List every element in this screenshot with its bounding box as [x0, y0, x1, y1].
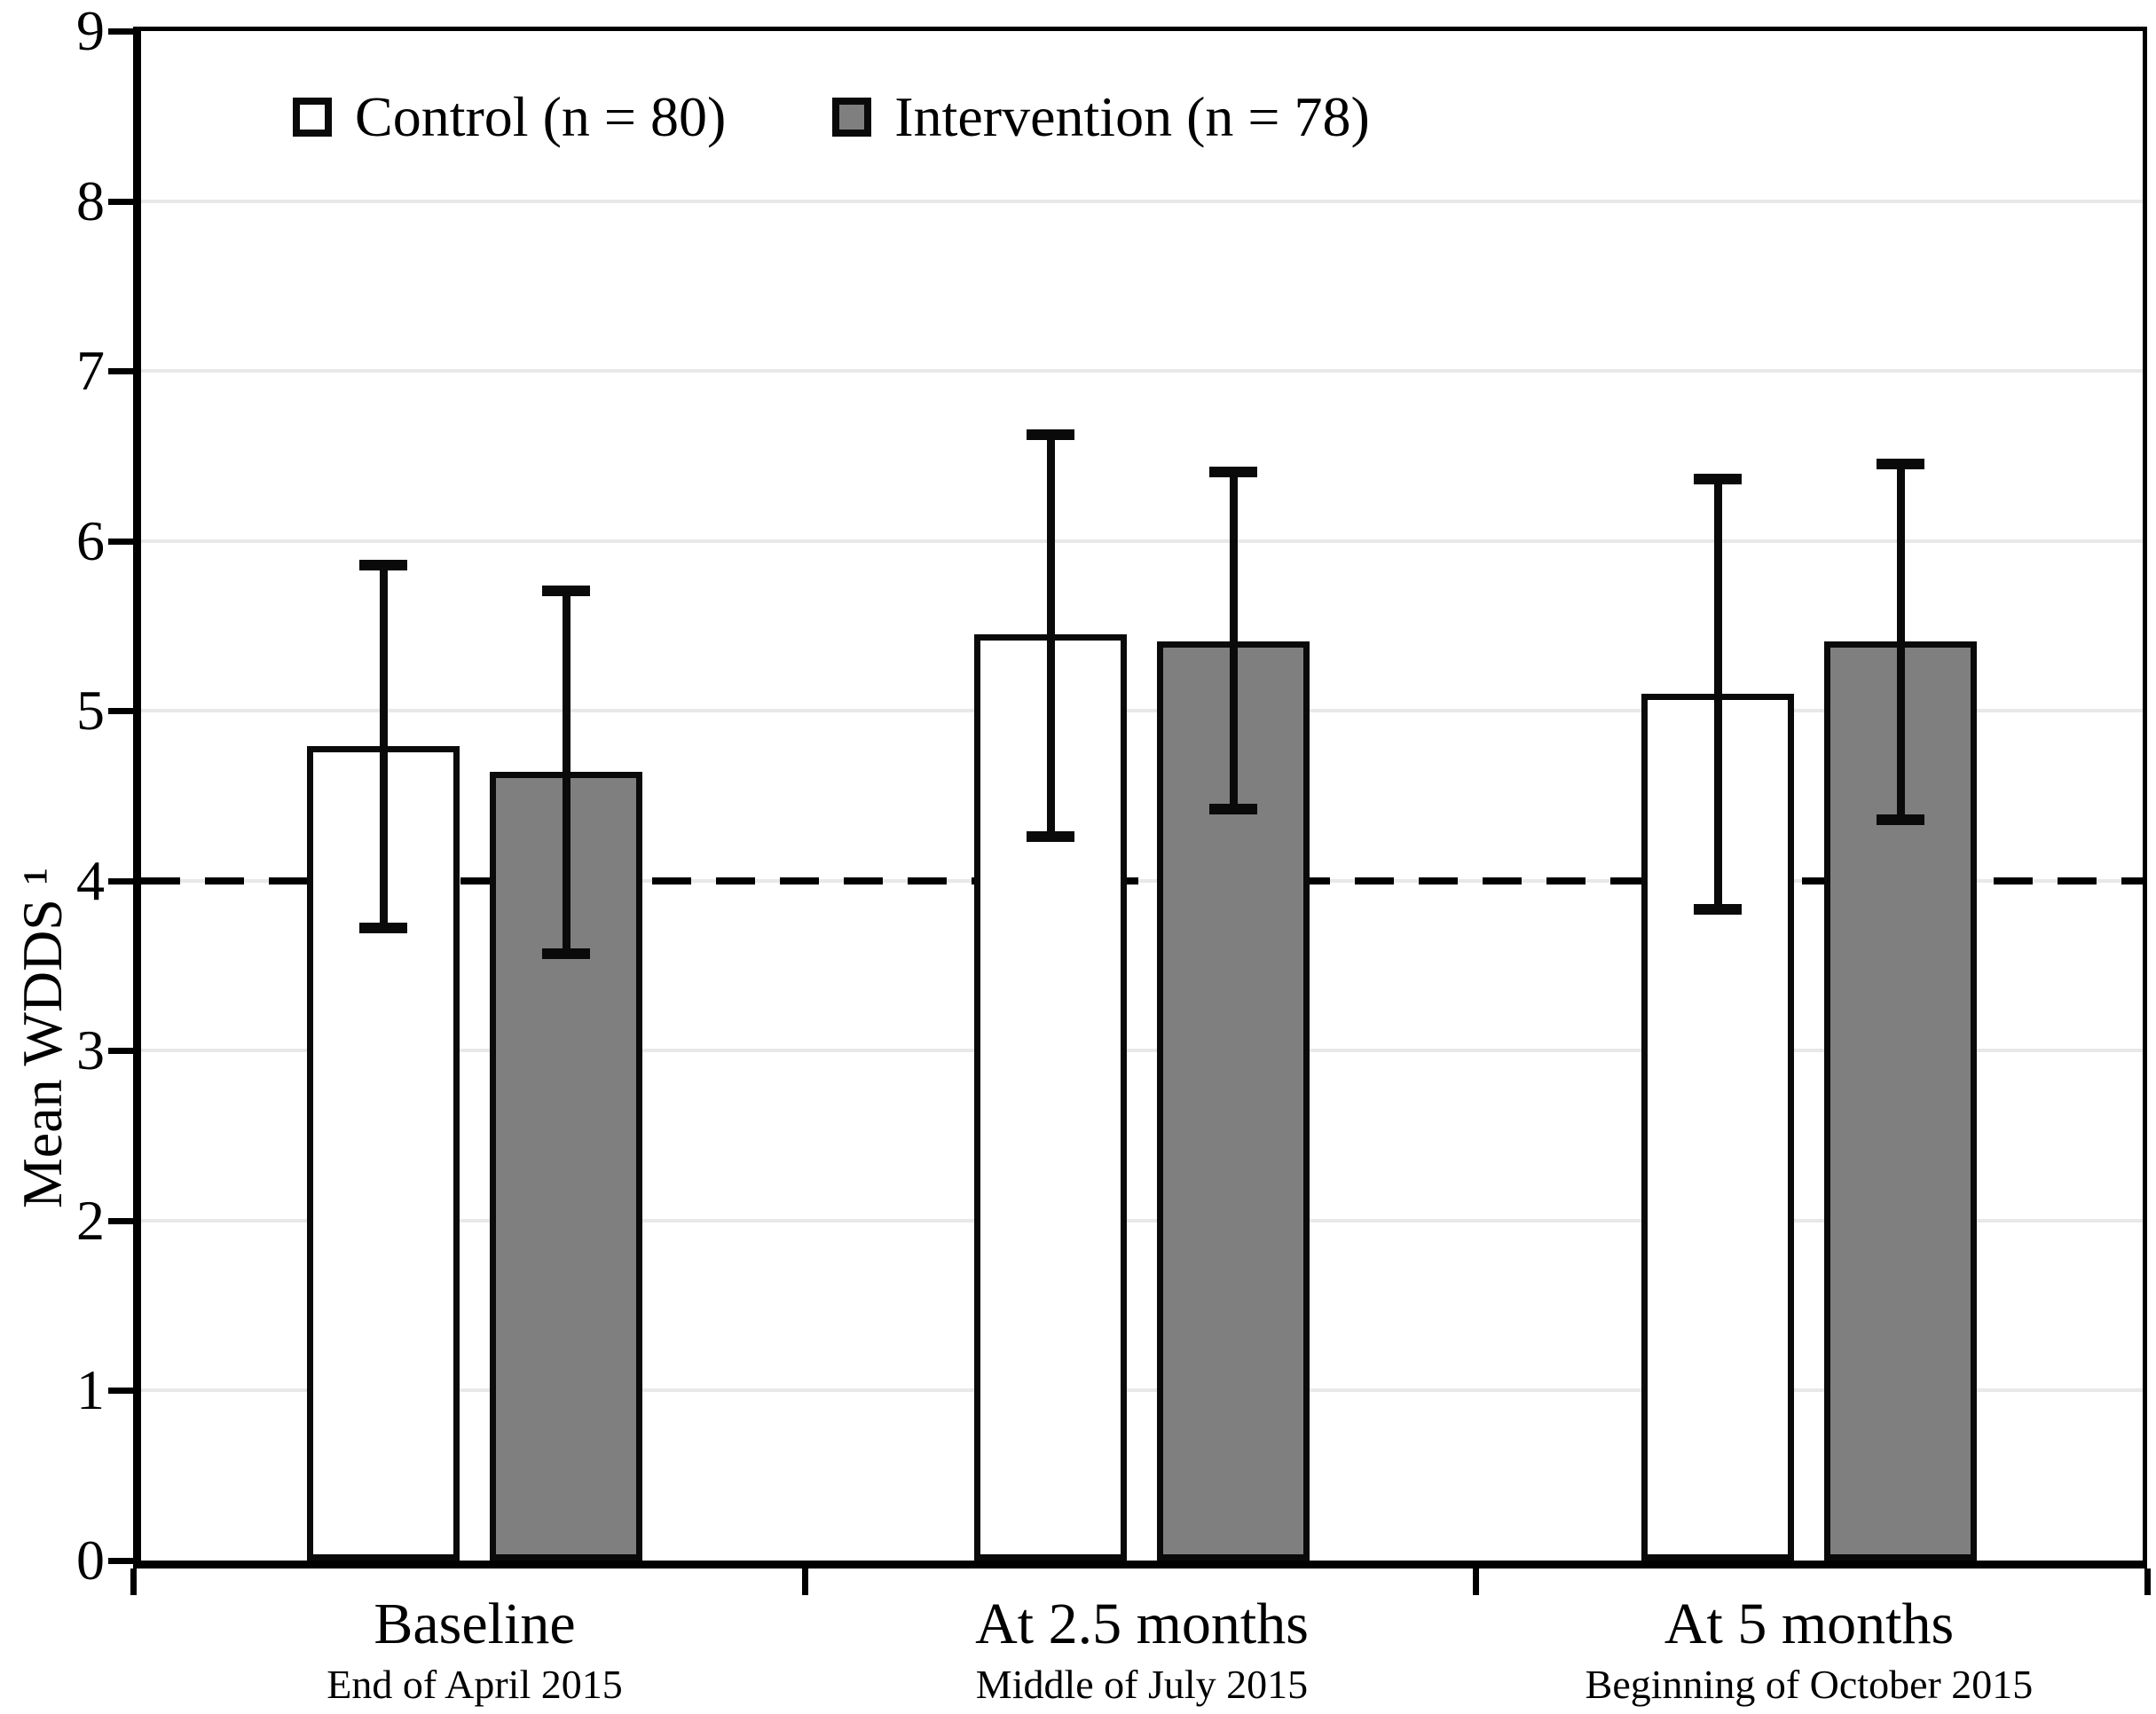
errorbar-cap-top-intervention-1	[542, 586, 590, 597]
y-tick-4	[108, 877, 133, 885]
reference-line-y4	[141, 877, 2143, 885]
legend-swatch-control	[293, 98, 332, 137]
errorbar-control-3	[1713, 477, 1722, 910]
x-category-sublabel-2: Middle of July 2015	[975, 1662, 1309, 1707]
y-tick-label-2: 2	[76, 1188, 105, 1252]
x-separator-tick-0	[130, 1569, 137, 1595]
legend-item-intervention: Intervention (n = 78)	[832, 84, 1370, 150]
y-tick-label-3: 3	[76, 1018, 105, 1082]
y-gridline-8	[141, 199, 2143, 203]
y-gridline-6	[141, 539, 2143, 543]
errorbar-cap-top-control-3	[1694, 473, 1742, 484]
legend-item-control: Control (n = 80)	[293, 84, 726, 150]
x-separator-tick-1	[801, 1569, 808, 1595]
y-tick-label-9: 9	[76, 0, 105, 62]
y-tick-6	[108, 538, 133, 545]
errorbar-cap-bottom-control-3	[1694, 904, 1742, 916]
y-gridline-2	[141, 1218, 2143, 1223]
plot-area	[133, 27, 2147, 1569]
errorbar-cap-bottom-intervention-2	[1209, 804, 1257, 815]
y-tick-label-0: 0	[76, 1529, 105, 1592]
x-separator-tick-2	[1473, 1569, 1480, 1595]
y-tick-label-7: 7	[76, 339, 105, 403]
y-tick-label-8: 8	[76, 169, 105, 232]
x-category-label-2: At 2.5 months	[975, 1592, 1309, 1656]
y-tick-2	[108, 1217, 133, 1224]
y-tick-0	[108, 1558, 133, 1564]
y-tick-label-5: 5	[76, 679, 105, 743]
y-tick-5	[108, 708, 133, 715]
bar-intervention-1	[490, 772, 642, 1561]
y-tick-label-4: 4	[76, 848, 105, 912]
x-category-sublabel-1: End of April 2015	[327, 1662, 623, 1707]
errorbar-cap-bottom-control-2	[1027, 830, 1074, 842]
errorbar-cap-top-control-2	[1027, 428, 1074, 440]
legend: Control (n = 80) Intervention (n = 78)	[293, 84, 1370, 150]
errorbar-control-2	[1046, 433, 1055, 837]
y-gridline-7	[141, 369, 2143, 373]
y-tick-9	[108, 28, 133, 35]
y-tick-label-6: 6	[76, 508, 105, 572]
errorbar-cap-top-intervention-2	[1209, 467, 1257, 478]
errorbar-intervention-2	[1229, 471, 1238, 810]
x-category-label-1: Baseline	[374, 1592, 576, 1656]
errorbar-intervention-1	[562, 590, 570, 955]
y-gridline-1	[141, 1388, 2143, 1393]
errorbar-cap-bottom-intervention-3	[1877, 814, 1924, 825]
errorbar-cap-top-intervention-3	[1877, 458, 1924, 469]
y-gridline-5	[141, 709, 2143, 713]
errorbar-cap-top-control-1	[359, 560, 407, 571]
errorbar-intervention-3	[1896, 462, 1905, 820]
legend-label-intervention: Intervention (n = 78)	[894, 85, 1370, 148]
x-category-label-3: At 5 months	[1664, 1592, 1955, 1656]
errorbar-control-1	[379, 564, 388, 929]
legend-swatch-intervention	[832, 98, 872, 137]
y-tick-3	[108, 1048, 133, 1055]
y-tick-7	[108, 368, 133, 375]
x-separator-tick-3	[2144, 1569, 2151, 1595]
y-tick-8	[108, 198, 133, 205]
x-category-sublabel-3: Beginning of October 2015	[1585, 1662, 2034, 1707]
y-tick-1	[108, 1388, 133, 1395]
y-gridline-3	[141, 1049, 2143, 1053]
errorbar-cap-bottom-intervention-1	[542, 948, 590, 960]
legend-label-control: Control (n = 80)	[355, 85, 727, 148]
errorbar-cap-bottom-control-1	[359, 923, 407, 934]
y-tick-label-1: 1	[76, 1358, 105, 1422]
